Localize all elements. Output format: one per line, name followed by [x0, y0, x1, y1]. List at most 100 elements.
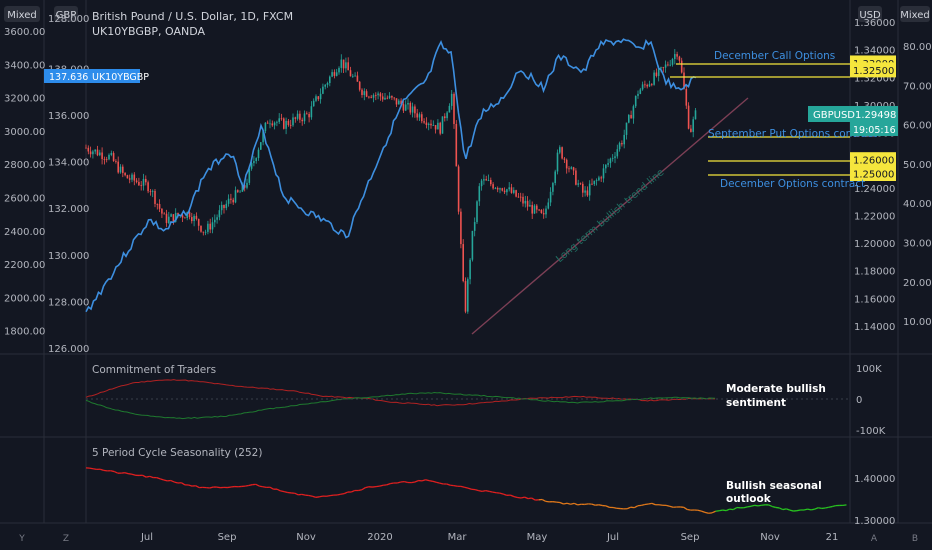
candle-body — [418, 114, 421, 118]
time-tick: Mar — [448, 532, 468, 543]
candle-body — [496, 187, 499, 190]
seasonal-segment — [326, 495, 331, 497]
seasonal-tick: 1.30000 — [854, 516, 895, 527]
seasonal-segment — [365, 486, 370, 489]
seasonal-segment — [361, 487, 366, 491]
bottom-button-y[interactable]: Y — [18, 534, 25, 544]
candle-body — [685, 89, 688, 106]
right-usd-tick: 1.16000 — [854, 294, 895, 305]
candle-body — [96, 149, 99, 156]
candle-body — [575, 170, 577, 185]
candle-body — [110, 153, 113, 155]
seasonal-segment — [531, 497, 536, 501]
candle-body — [149, 191, 152, 193]
candle-body — [510, 187, 513, 193]
bottom-button-z[interactable]: Z — [63, 534, 69, 544]
candle-body — [128, 178, 131, 180]
candle-body — [172, 214, 175, 222]
candle-body — [250, 163, 253, 169]
cot-red-line — [85, 379, 716, 407]
countdown-tag — [850, 122, 898, 136]
bottom-button-a[interactable]: A — [871, 534, 878, 544]
candle-body — [181, 215, 184, 218]
left-mixed-tick: 1800.00 — [4, 327, 45, 338]
right-scale-mixed-button[interactable] — [900, 6, 930, 22]
candle-body — [124, 172, 126, 176]
candle-body — [248, 168, 251, 183]
candle-body — [409, 102, 412, 113]
right-usd-tick: 1.14000 — [854, 322, 895, 333]
seasonal-segment — [807, 508, 812, 511]
candle-body — [671, 58, 674, 65]
candle-body — [687, 105, 690, 129]
seasonal-segment — [110, 470, 115, 473]
seasonal-note-line1: Bullish seasonal — [726, 480, 822, 492]
candle-body — [444, 116, 446, 119]
candle-body — [255, 158, 257, 162]
candle-body — [218, 210, 221, 218]
candle-body — [103, 159, 106, 160]
seasonal-segment — [379, 484, 384, 487]
candle-body — [411, 106, 414, 113]
candle-body — [306, 113, 308, 115]
seasonal-segment — [156, 477, 161, 480]
bottom-button-b[interactable]: B — [912, 534, 918, 544]
seasonal-segment — [351, 489, 356, 493]
candle-body — [119, 166, 122, 173]
seasonal-segment — [786, 508, 791, 511]
candle-body — [450, 93, 453, 106]
seasonal-segment — [474, 489, 479, 492]
candle-body — [621, 143, 623, 145]
seasonal-segment — [245, 484, 249, 487]
seasonal-segment — [163, 479, 168, 482]
candle-body — [142, 178, 145, 186]
gbpusd-price-tag — [808, 106, 898, 122]
level-tag-text: 1.25000 — [853, 170, 894, 181]
candle-body — [547, 202, 550, 209]
seasonal-segment — [269, 486, 274, 490]
time-tick: Nov — [760, 532, 780, 543]
seasonal-segment — [842, 504, 847, 507]
candle-body — [168, 216, 170, 223]
seasonal-segment — [276, 488, 281, 492]
candle-body — [358, 81, 361, 90]
candle-body — [174, 212, 177, 222]
seasonal-segment — [411, 481, 416, 484]
candle-body — [577, 183, 579, 185]
seasonal-segment — [499, 492, 504, 495]
left-scale-mixed-button[interactable] — [4, 6, 40, 22]
seasonal-title: 5 Period Cycle Seasonality (252) — [92, 447, 262, 459]
candle-body — [266, 122, 269, 124]
candle-body — [92, 151, 94, 155]
candle-body — [593, 180, 596, 185]
candle-body — [345, 62, 347, 69]
candle-body — [370, 96, 372, 98]
seasonal-segment — [828, 505, 833, 508]
left-scale-gbp-button[interactable] — [54, 6, 78, 22]
gbpusd-candles — [85, 49, 697, 314]
seasonal-segment — [711, 510, 716, 514]
left-gbp-tick: 128.000 — [48, 297, 89, 308]
candle-body — [487, 180, 490, 181]
candle-body — [572, 167, 575, 171]
seasonal-segment — [641, 503, 646, 506]
candle-body — [414, 106, 416, 114]
candle-body — [283, 118, 285, 129]
candle-body — [278, 118, 280, 122]
right-usd-tick: 1.22000 — [854, 211, 895, 222]
candle-body — [276, 121, 278, 123]
cot-tick: -100K — [856, 426, 886, 437]
seasonal-segment — [775, 506, 780, 509]
candle-body — [526, 200, 529, 207]
candle-body — [515, 190, 517, 197]
seasonal-segment — [343, 491, 348, 495]
left-mixed-tick: 3200.00 — [4, 94, 45, 105]
candle-body — [193, 215, 195, 222]
right-scale-usd-button[interactable] — [858, 6, 882, 22]
candle-body — [434, 125, 437, 130]
candle-body — [186, 211, 188, 218]
candle-body — [667, 64, 669, 66]
bullish-trendline[interactable] — [471, 97, 749, 335]
